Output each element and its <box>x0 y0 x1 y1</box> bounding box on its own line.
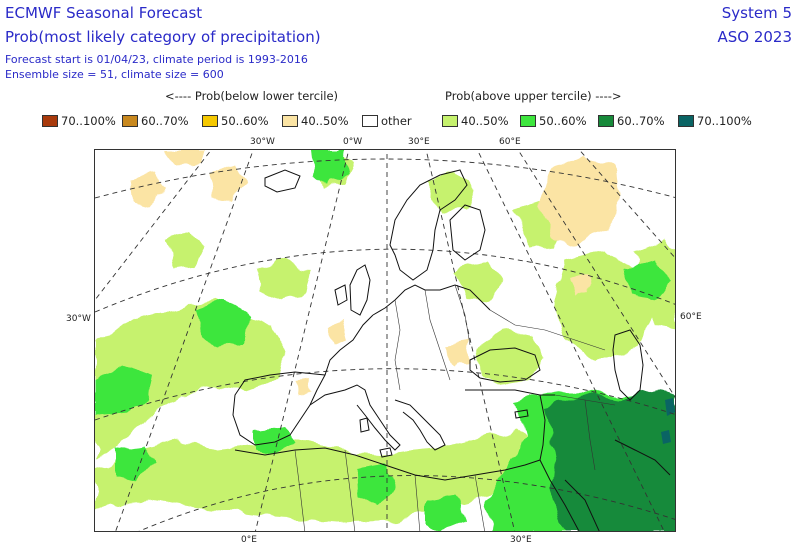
legend-item-below-70-100: 70..100% <box>42 113 116 129</box>
borders <box>294 284 616 531</box>
tick-bottom-0e: 0°E <box>241 535 257 545</box>
legend-item-above-50-60: 50..60% <box>520 113 587 129</box>
tick-top-0w: 0°W <box>343 137 363 147</box>
tick-top-60e: 60°E <box>499 137 521 147</box>
legend: 70..100% 60..70% 50..60% 40..50% other 4… <box>42 113 762 129</box>
map-panel <box>94 149 676 532</box>
region-above-70-100 <box>661 398 675 444</box>
tick-right-60e: 60°E <box>680 312 702 322</box>
legend-swatch <box>202 115 218 127</box>
page-title: ECMWF Seasonal Forecast <box>5 4 203 22</box>
legend-item-below-60-70: 60..70% <box>122 113 189 129</box>
legend-swatch <box>42 115 58 127</box>
tick-top-30e: 30°E <box>408 137 430 147</box>
legend-item-above-70-100: 70..100% <box>678 113 752 129</box>
legend-swatch <box>282 115 298 127</box>
legend-item-above-40-50: 40..50% <box>442 113 509 129</box>
legend-item-below-40-50: 40..50% <box>282 113 349 129</box>
legend-swatch <box>678 115 694 127</box>
legend-swatch <box>520 115 536 127</box>
legend-swatch <box>442 115 458 127</box>
tick-bottom-30e: 30°E <box>510 535 532 545</box>
legend-swatch <box>362 115 378 127</box>
region-above-60-70 <box>545 390 675 531</box>
legend-below-heading: <---- Prob(below lower tercile) <box>165 89 339 103</box>
tick-top-30w: 30°W <box>250 137 275 147</box>
tick-left-30w: 30°W <box>66 314 91 324</box>
system-label: System 5 <box>721 4 792 22</box>
forecast-info: Forecast start is 01/04/23, climate peri… <box>5 53 308 66</box>
page-subtitle: Prob(most likely category of precipitati… <box>5 28 321 46</box>
precipitation-map <box>95 150 675 531</box>
region-below-40-50 <box>130 150 620 394</box>
region-above-40-50 <box>95 150 675 522</box>
season-label: ASO 2023 <box>717 28 792 46</box>
legend-swatch <box>598 115 614 127</box>
legend-item-below-50-60: 50..60% <box>202 113 269 129</box>
legend-item-other: other <box>362 113 412 129</box>
ensemble-info: Ensemble size = 51, climate size = 600 <box>5 68 224 81</box>
legend-item-above-60-70: 60..70% <box>598 113 665 129</box>
legend-swatch <box>122 115 138 127</box>
legend-above-heading: Prob(above upper tercile) ----> <box>445 89 622 103</box>
